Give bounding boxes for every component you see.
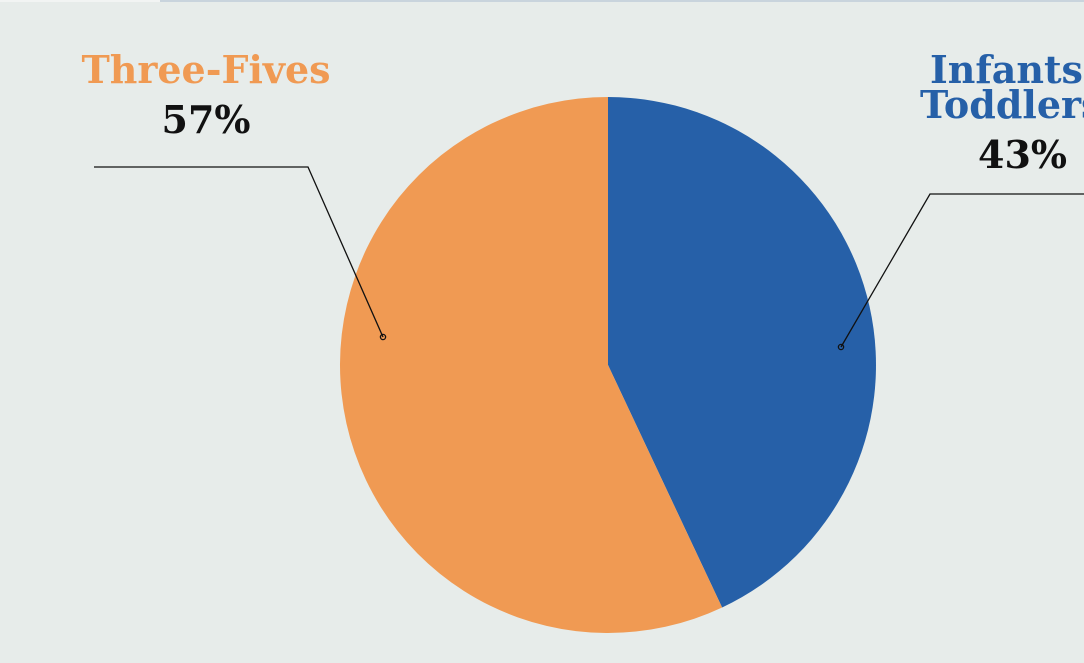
pie-slice-three-fives: [339, 97, 723, 633]
slice-label-toddlers: Toddlers: [920, 82, 1084, 127]
slice-value-infants-toddlers: 43%: [978, 132, 1067, 177]
slice-value-three-fives: 57%: [162, 97, 251, 142]
leader-line-infants-toddlers: [840, 193, 1084, 348]
slice-label-infants: Infants: [930, 47, 1083, 92]
top-rule-highlight: [0, 0, 160, 2]
label-three-fives: Three-Fives 57%: [81, 47, 330, 142]
slice-label-three-fives: Three-Fives: [81, 47, 330, 92]
label-infants-toddlers: Infants Toddlers 43%: [920, 47, 1084, 177]
pie-slice-infants-toddlers: [608, 97, 876, 608]
leader-line-three-fives-anchor-dot: [379, 333, 387, 341]
leader-line-three-fives: [94, 166, 384, 338]
leader-line-infants-toddlers-anchor-dot: [837, 343, 845, 351]
top-rule: [0, 0, 1084, 2]
leader-lines: [94, 166, 1084, 351]
pie-slices: [339, 97, 876, 633]
